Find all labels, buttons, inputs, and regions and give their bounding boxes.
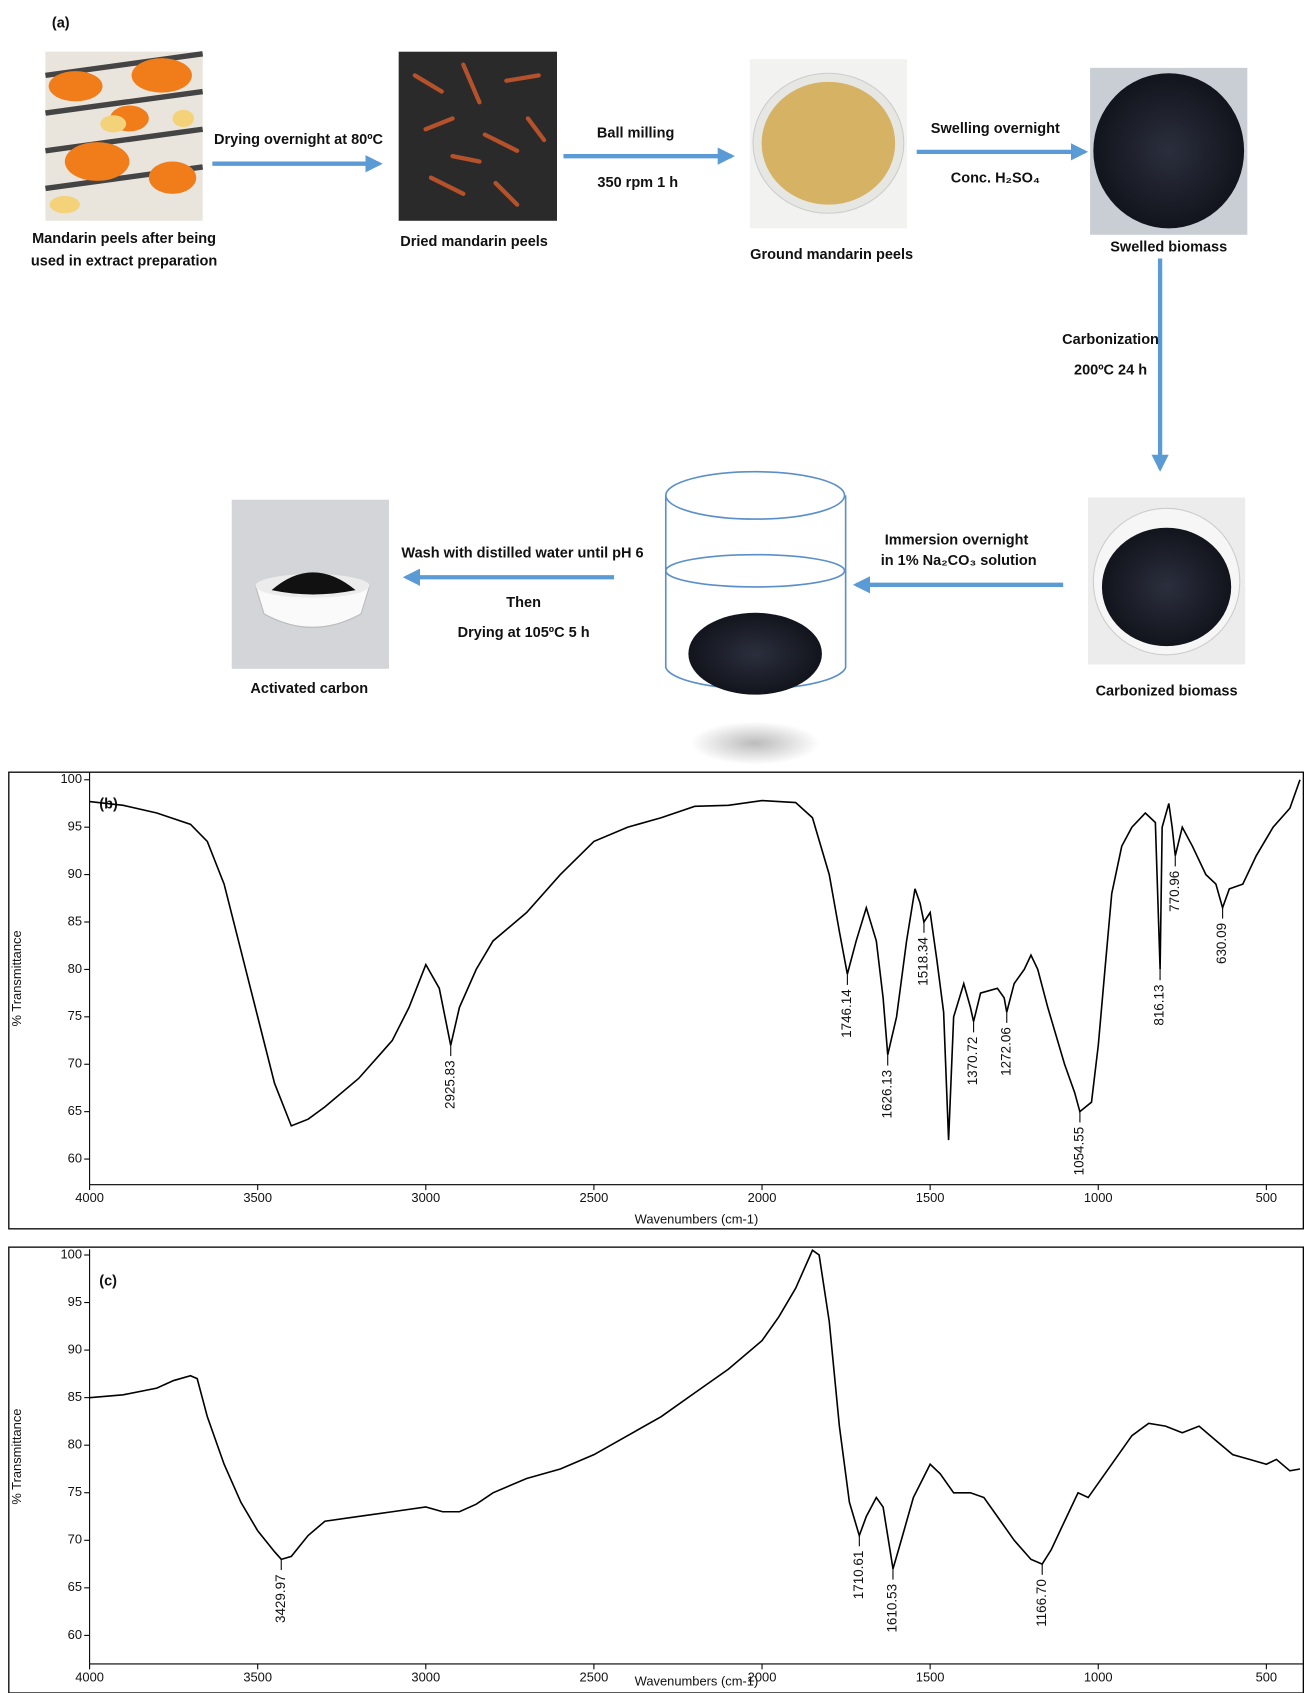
y-tick-label: 90 bbox=[68, 1341, 82, 1356]
y-tick-label: 100 bbox=[61, 1246, 83, 1261]
x-tick-label: 3000 bbox=[411, 1669, 440, 1684]
arrow-label: 200ºC 24 h bbox=[1074, 362, 1147, 378]
arrow-label: Conc. H₂SO₄ bbox=[951, 171, 1040, 187]
arrow-label: Wash with distilled water until pH 6 bbox=[401, 545, 643, 561]
y-axis-label: % Transmittance bbox=[9, 930, 24, 1026]
chart-frame bbox=[9, 772, 1304, 1229]
image-ground-peels bbox=[750, 59, 907, 228]
arrow-label: in 1% Na₂CO₃ solution bbox=[881, 553, 1037, 569]
spectrum-line bbox=[90, 780, 1300, 1140]
node-label: Ground mandarin peels bbox=[750, 247, 913, 263]
peak-label: 1054.55 bbox=[1071, 1127, 1086, 1176]
node-label: Activated carbon bbox=[250, 681, 368, 697]
spectrum-line bbox=[90, 1250, 1300, 1569]
x-tick-label: 1500 bbox=[916, 1190, 945, 1205]
chart-frame bbox=[9, 1247, 1304, 1693]
x-tick-label: 4000 bbox=[75, 1190, 104, 1205]
arrow-label: Swelling overnight bbox=[931, 121, 1060, 137]
peak-label: 1370.72 bbox=[965, 1037, 980, 1086]
x-tick-label: 1000 bbox=[1084, 1669, 1113, 1684]
peak-label: 3429.97 bbox=[273, 1574, 288, 1623]
y-axis-label: % Transmittance bbox=[9, 1409, 24, 1505]
y-tick-label: 90 bbox=[68, 866, 82, 881]
y-tick-label: 95 bbox=[68, 819, 82, 834]
y-tick-label: 80 bbox=[68, 1437, 82, 1452]
y-tick-label: 70 bbox=[68, 1532, 82, 1547]
image-peels bbox=[45, 52, 202, 221]
peak-label: 1610.53 bbox=[885, 1584, 900, 1633]
y-tick-label: 75 bbox=[68, 1484, 82, 1499]
x-tick-label: 500 bbox=[1256, 1669, 1278, 1684]
x-tick-label: 1500 bbox=[916, 1669, 945, 1684]
image-carbonized-biomass bbox=[1088, 498, 1245, 665]
x-tick-label: 2500 bbox=[580, 1669, 609, 1684]
panel-label: (a) bbox=[52, 16, 70, 32]
image-dried-peels bbox=[399, 52, 557, 221]
y-tick-label: 95 bbox=[68, 1294, 82, 1309]
image-swelled-biomass bbox=[1090, 68, 1247, 235]
x-axis-label: Wavenumbers (cm-1) bbox=[635, 1674, 759, 1689]
arrow-label: Carbonization bbox=[1062, 332, 1159, 348]
x-tick-label: 3500 bbox=[243, 1669, 272, 1684]
x-tick-label: 3500 bbox=[243, 1190, 272, 1205]
x-tick-label: 4000 bbox=[75, 1669, 104, 1684]
node-label: Mandarin peels after being bbox=[32, 231, 216, 247]
peak-label: 770.96 bbox=[1167, 871, 1182, 912]
node-label: Carbonized biomass bbox=[1096, 683, 1238, 699]
y-tick-label: 100 bbox=[61, 771, 83, 786]
arrow-label: Drying at 105ºC 5 h bbox=[458, 625, 590, 641]
peak-label: 1746.14 bbox=[839, 989, 854, 1038]
peak-label: 1626.13 bbox=[879, 1070, 894, 1119]
peak-label: 1272.06 bbox=[998, 1027, 1013, 1076]
arrow-label: Drying overnight at 80ºC bbox=[214, 132, 384, 148]
peak-label: 1518.34 bbox=[916, 937, 931, 986]
y-tick-label: 60 bbox=[68, 1150, 82, 1165]
x-tick-label: 500 bbox=[1256, 1190, 1278, 1205]
peak-label: 1166.70 bbox=[1034, 1579, 1049, 1627]
panel-label: (c) bbox=[99, 1273, 117, 1289]
arrow-label: Ball milling bbox=[597, 125, 674, 141]
y-tick-label: 70 bbox=[68, 1056, 82, 1071]
arrow-label: Immersion overnight bbox=[885, 532, 1029, 548]
node-label: used in extract preparation bbox=[31, 254, 217, 270]
peak-label: 816.13 bbox=[1152, 984, 1167, 1025]
peak-label: 1710.61 bbox=[851, 1551, 866, 1600]
image-activated-carbon bbox=[232, 500, 389, 669]
x-tick-label: 2500 bbox=[580, 1190, 609, 1205]
x-tick-label: 3000 bbox=[411, 1190, 440, 1205]
arrow-label: Then bbox=[506, 595, 541, 611]
x-tick-label: 1000 bbox=[1084, 1190, 1113, 1205]
x-axis-label: Wavenumbers (cm-1) bbox=[635, 1212, 759, 1227]
arrow-label: 350 rpm 1 h bbox=[597, 175, 678, 191]
y-tick-label: 85 bbox=[68, 913, 82, 928]
node-label: Dried mandarin peels bbox=[400, 234, 548, 250]
figure: (a) bbox=[0, 0, 1310, 1693]
y-tick-label: 80 bbox=[68, 961, 82, 976]
image-beaker bbox=[666, 472, 846, 765]
node-label: Swelled biomass bbox=[1110, 240, 1227, 256]
y-tick-label: 85 bbox=[68, 1389, 82, 1404]
y-tick-label: 75 bbox=[68, 1008, 82, 1023]
y-tick-label: 65 bbox=[68, 1103, 82, 1118]
y-tick-label: 65 bbox=[68, 1579, 82, 1594]
x-tick-label: 2000 bbox=[748, 1190, 777, 1205]
peak-label: 630.09 bbox=[1214, 923, 1229, 964]
peak-label: 2925.83 bbox=[442, 1060, 457, 1109]
y-tick-label: 60 bbox=[68, 1627, 82, 1642]
